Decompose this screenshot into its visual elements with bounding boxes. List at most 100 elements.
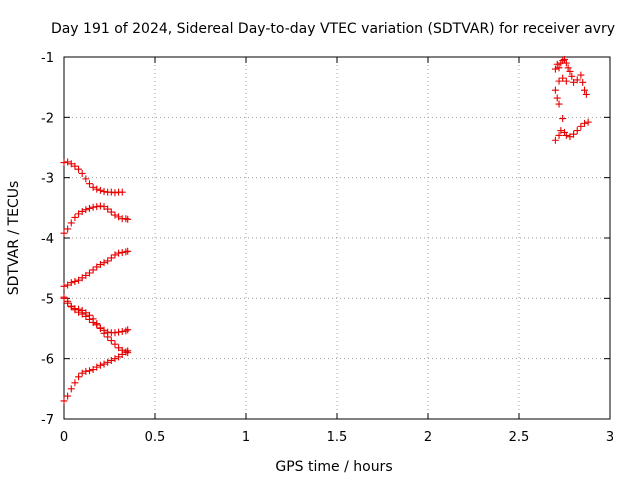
- data-point: [577, 122, 585, 130]
- y-tick-label: -2: [41, 111, 54, 126]
- data-point: [93, 203, 101, 211]
- data-point: [64, 392, 72, 400]
- data-point: [107, 254, 115, 262]
- data-point: [555, 131, 563, 139]
- data-point: [89, 266, 97, 274]
- data-point: [89, 366, 97, 374]
- data-point: [115, 249, 123, 257]
- data-point: [111, 355, 119, 363]
- data-point: [566, 133, 574, 141]
- data-point: [64, 281, 72, 289]
- data-point: [115, 344, 123, 352]
- data-point: [85, 180, 93, 188]
- data-point: [100, 203, 108, 211]
- data-point: [71, 277, 79, 285]
- data-point: [104, 257, 112, 265]
- data-point: [96, 202, 104, 210]
- data-point: [60, 294, 68, 302]
- x-tick-label: 3: [606, 430, 614, 445]
- x-tick-label: 1.5: [327, 430, 348, 445]
- data-point: [107, 208, 115, 216]
- data-point: [568, 72, 576, 80]
- data-point: [118, 328, 126, 336]
- x-axis-label: GPS time / hours: [275, 459, 392, 475]
- data-point: [82, 309, 90, 317]
- data-point: [67, 219, 75, 227]
- data-point: [570, 78, 578, 86]
- data-point: [561, 55, 568, 63]
- y-tick-labels: -1 -2 -3 -4 -5 -6 -7: [41, 51, 54, 428]
- data-point: [104, 205, 112, 213]
- data-point: [564, 64, 572, 72]
- x-tick-label: 2.5: [509, 430, 530, 445]
- data-point: [115, 328, 123, 336]
- data-point: [579, 78, 587, 86]
- data-point: [60, 397, 68, 405]
- data-point: [104, 358, 112, 366]
- data-point: [111, 189, 119, 197]
- data-point: [60, 159, 68, 167]
- y-axis-label: SDTVAR / TECUs: [6, 181, 22, 296]
- x-tick-label: 0.5: [145, 430, 166, 445]
- data-point: [75, 373, 83, 381]
- x-tick-label: 2: [424, 430, 432, 445]
- data-point: [111, 340, 119, 348]
- data-point: [581, 119, 589, 127]
- data-point: [551, 65, 559, 73]
- data-point: [82, 206, 90, 214]
- data-point: [107, 356, 115, 364]
- data-point: [71, 213, 79, 221]
- data-point: [562, 131, 570, 139]
- data-point: [573, 127, 581, 135]
- data-point: [100, 329, 108, 337]
- data-point: [78, 169, 86, 177]
- data-point: [115, 213, 123, 221]
- data-point: [75, 276, 83, 284]
- chart-title: Day 191 of 2024, Sidereal Day-to-day VTE…: [51, 21, 615, 37]
- data-point: [561, 128, 568, 136]
- data-point: [100, 360, 108, 368]
- data-point: [60, 282, 68, 290]
- data-point: [96, 261, 104, 269]
- data-point: [118, 350, 126, 358]
- data-point: [78, 369, 86, 377]
- y-tick-label: -4: [41, 232, 54, 247]
- data-point: [67, 303, 75, 311]
- data-point: [93, 363, 101, 371]
- data-point: [100, 188, 108, 196]
- data-point: [118, 248, 126, 256]
- data-point: [111, 211, 119, 219]
- data-point: [582, 90, 590, 98]
- data-point: [555, 77, 563, 85]
- data-point: [96, 186, 104, 194]
- data-point: [124, 326, 132, 334]
- data-point: [584, 118, 592, 126]
- data-point: [82, 175, 90, 183]
- data-point: [89, 183, 97, 191]
- data-point: [124, 215, 132, 223]
- data-point: [89, 315, 97, 323]
- data-point: [573, 76, 581, 84]
- data-point: [562, 59, 570, 67]
- data-point: [570, 130, 578, 138]
- y-tick-label: -3: [41, 172, 54, 187]
- data-point: [555, 100, 563, 108]
- data-point: [85, 311, 93, 319]
- x-tick-label: 0: [60, 430, 68, 445]
- data-point: [104, 333, 112, 341]
- data-point: [581, 86, 589, 94]
- data-point: [85, 204, 93, 212]
- y-tick-label: -7: [41, 413, 54, 428]
- data-point: [553, 94, 561, 102]
- data-points: [60, 55, 592, 405]
- x-tick-labels: 0 0.5 1 1.5 2 2.5 3: [60, 430, 614, 445]
- data-point: [85, 269, 93, 277]
- data-point: [60, 229, 68, 237]
- data-point: [553, 60, 561, 68]
- data-point: [555, 64, 563, 72]
- grid-lines: [64, 57, 610, 419]
- data-point: [64, 299, 72, 307]
- data-point: [124, 247, 132, 255]
- data-point: [78, 306, 86, 314]
- data-point: [111, 329, 119, 337]
